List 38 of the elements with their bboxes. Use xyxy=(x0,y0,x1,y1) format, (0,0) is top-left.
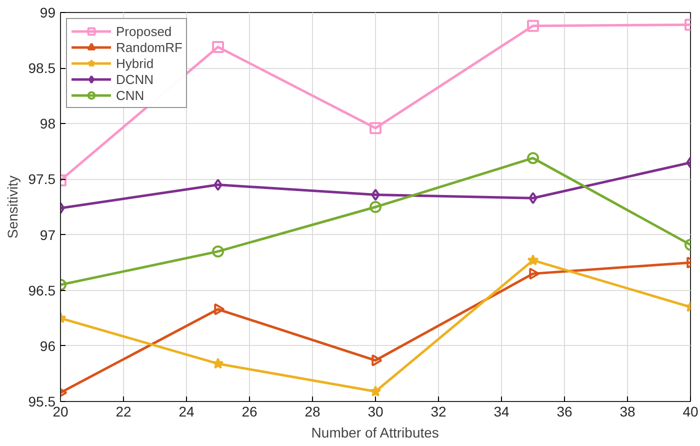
x-tick-label: 34 xyxy=(494,404,510,420)
x-tick-label: 32 xyxy=(430,404,446,420)
x-tick-label: 24 xyxy=(178,404,194,420)
x-tick-label: 26 xyxy=(242,404,258,420)
point xyxy=(370,122,382,134)
point xyxy=(371,188,380,201)
legend-label: DCNN xyxy=(116,71,154,87)
point xyxy=(212,40,224,53)
point xyxy=(528,192,538,204)
y-tick-label: 97.5 xyxy=(28,171,56,188)
point xyxy=(212,358,224,369)
x-axis-title: Number of Attributes xyxy=(311,424,439,440)
point xyxy=(372,354,382,366)
y-tick-label: 99 xyxy=(40,4,56,20)
legend-label: RandomRF xyxy=(116,39,182,55)
y-tick-label: 97 xyxy=(40,226,56,243)
legend-label: CNN xyxy=(116,87,144,103)
legend-label: Proposed xyxy=(116,23,172,39)
legend-label: Hybrid xyxy=(116,55,154,71)
x-tick-label: 40 xyxy=(682,404,698,420)
point xyxy=(214,303,225,316)
y-tick-label: 98.5 xyxy=(28,60,56,76)
x-tick-label: 28 xyxy=(304,404,320,420)
y-tick-label: 96.5 xyxy=(28,282,56,298)
x-tick-label: 22 xyxy=(116,404,132,420)
point xyxy=(527,152,539,164)
x-tick-label: 30 xyxy=(368,404,384,420)
point xyxy=(527,20,539,32)
x-tick-label: 36 xyxy=(556,404,572,420)
point xyxy=(370,201,382,213)
y-axis-title: Sensitivity xyxy=(4,175,20,239)
y-tick-label: 96 xyxy=(40,338,56,354)
x-tick-label: 38 xyxy=(620,404,636,420)
point xyxy=(214,178,222,191)
point xyxy=(370,385,382,397)
point xyxy=(527,254,539,266)
point xyxy=(212,245,224,258)
y-tick-label: 98 xyxy=(40,116,56,132)
